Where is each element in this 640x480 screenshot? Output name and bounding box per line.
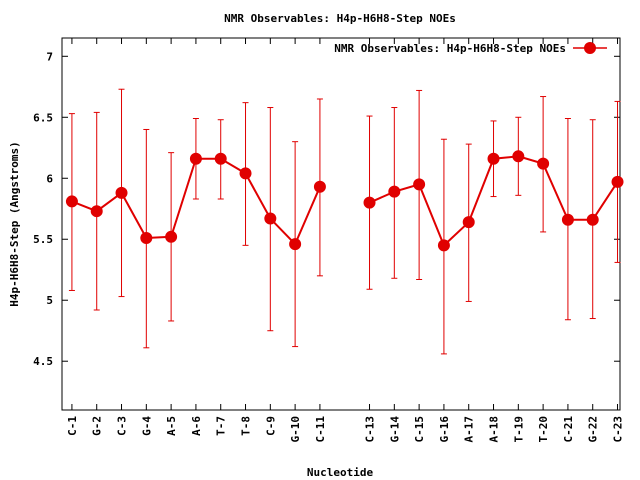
x-tick-label: C-9: [264, 416, 277, 436]
x-tick-label: C-23: [612, 416, 625, 443]
x-tick-label: T-19: [512, 416, 525, 443]
data-point: [140, 232, 153, 245]
x-tick-label: C-13: [364, 416, 377, 443]
y-tick-label: 4.5: [33, 355, 53, 368]
x-tick-label: C-15: [413, 416, 426, 443]
data-point: [289, 238, 302, 251]
x-tick-label: C-21: [562, 416, 575, 443]
y-tick-label: 5.5: [33, 233, 53, 246]
data-point: [413, 178, 426, 191]
x-axis: C-1 G-2 C-3 G-4 A-5 A-6 T-7 T-8 C-9 G-10 C-11 C-13 G…: [66, 38, 625, 443]
y-axis-label: H4p-H6H8-Step (Angstroms): [8, 141, 21, 307]
data-point: [537, 157, 550, 170]
data-point: [165, 230, 178, 243]
data-point: [363, 196, 376, 209]
legend-marker: [584, 42, 596, 54]
data-point: [611, 175, 624, 188]
data-point: [214, 152, 227, 165]
y-tick-label: 7: [46, 50, 53, 63]
y-tick-label: 5: [46, 294, 53, 307]
x-tick-label: A-17: [463, 416, 476, 443]
legend-label: NMR Observables: H4p-H6H8-Step NOEs: [334, 42, 566, 55]
x-tick-label: C-3: [116, 416, 129, 436]
data-point: [313, 180, 326, 193]
x-tick-label: G-4: [140, 416, 153, 436]
data-point: [561, 213, 574, 226]
data-point: [65, 195, 78, 208]
x-tick-label: G-10: [289, 416, 302, 443]
x-tick-label: G-2: [91, 416, 104, 436]
x-axis-label: Nucleotide: [307, 466, 374, 479]
data-point: [264, 212, 277, 225]
chart-title: NMR Observables: H4p-H6H8-Step NOEs: [224, 12, 456, 25]
data-point: [512, 150, 525, 163]
x-tick-label: C-11: [314, 416, 327, 443]
x-tick-label: G-16: [438, 416, 451, 443]
data-point: [90, 205, 103, 218]
data-point: [586, 213, 599, 226]
data-point: [462, 216, 475, 229]
x-tick-label: T-20: [537, 416, 550, 443]
plot-frame: [61, 37, 621, 411]
x-tick-label: A-6: [190, 416, 203, 436]
data-point: [388, 185, 401, 198]
y-tick-label: 6: [46, 172, 53, 185]
series-layer: [65, 88, 624, 355]
data-point: [239, 167, 252, 180]
x-tick-label: C-1: [66, 416, 79, 436]
x-tick-label: T-7: [215, 416, 228, 436]
data-point: [189, 152, 202, 165]
x-tick-label: A-5: [165, 416, 178, 436]
x-tick-label: G-14: [388, 416, 401, 443]
legend: NMR Observables: H4p-H6H8-Step NOEs: [334, 42, 607, 55]
y-tick-label: 6.5: [33, 111, 53, 124]
x-tick-label: A-18: [488, 416, 501, 443]
data-point: [487, 152, 500, 165]
x-tick-label: T-8: [240, 416, 253, 436]
data-point: [115, 186, 128, 199]
data-point: [437, 239, 450, 252]
x-tick-label: G-22: [587, 416, 600, 443]
